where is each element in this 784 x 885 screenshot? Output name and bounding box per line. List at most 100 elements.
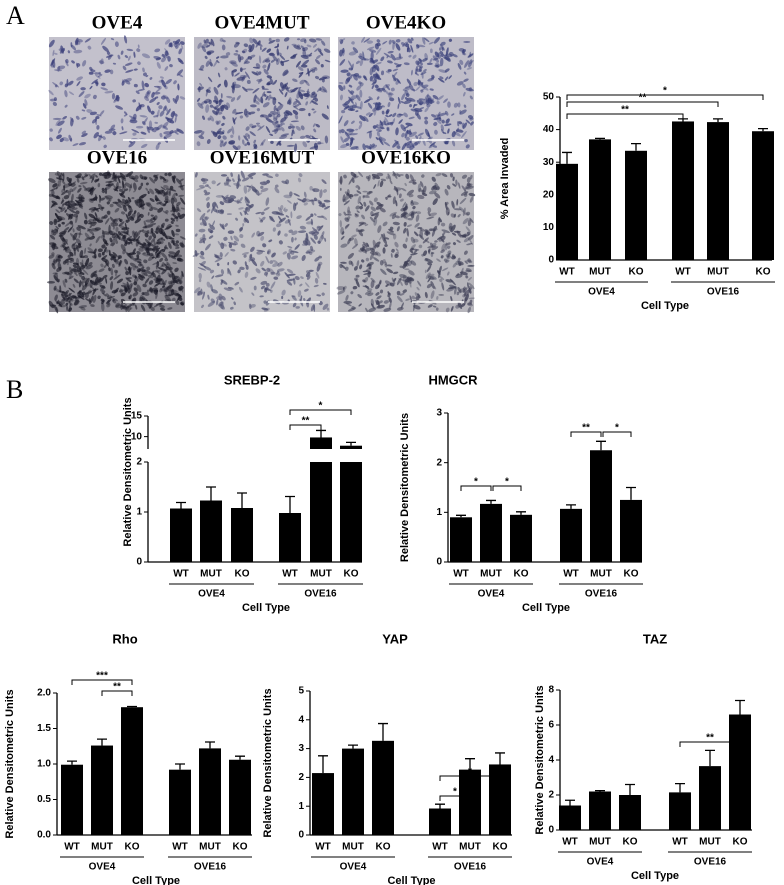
- cell: [53, 218, 58, 226]
- cell: [355, 184, 359, 188]
- cell: [420, 71, 427, 75]
- cell: [171, 212, 175, 216]
- cell: [49, 221, 54, 225]
- cell: [201, 304, 204, 309]
- cell: [346, 216, 351, 221]
- cell: [268, 39, 276, 44]
- cell: [375, 204, 384, 210]
- cell: [453, 102, 459, 108]
- cell: [117, 233, 123, 241]
- cell: [159, 288, 163, 293]
- cell: [384, 280, 392, 286]
- cell: [286, 280, 293, 286]
- cell: [403, 227, 407, 234]
- x-tick-label: MUT: [199, 842, 221, 853]
- error-bar: [713, 118, 723, 123]
- cell: [294, 202, 298, 206]
- cell: [291, 129, 294, 137]
- cell: [174, 250, 180, 258]
- cell: [362, 143, 366, 151]
- cell: [410, 236, 416, 244]
- cell: [467, 115, 474, 119]
- cell: [64, 246, 68, 252]
- cell: [404, 97, 409, 101]
- cell: [421, 253, 425, 257]
- cell: [97, 182, 101, 188]
- cell: [385, 110, 389, 115]
- cell: [362, 270, 369, 273]
- cell: [232, 108, 237, 114]
- group-label: OVE4: [588, 287, 615, 298]
- cell: [228, 241, 237, 246]
- cell: [287, 245, 293, 249]
- cell: [379, 120, 383, 126]
- error-bar: [316, 429, 326, 438]
- cell: [123, 173, 132, 178]
- cell: [66, 296, 71, 300]
- cell: [285, 179, 290, 185]
- cell: [100, 285, 105, 292]
- cell: [461, 130, 467, 139]
- cell: [456, 198, 459, 206]
- error-bar: [595, 789, 605, 792]
- x-axis-label: Cell Type: [631, 870, 679, 882]
- cell: [445, 53, 453, 57]
- cell: [155, 227, 160, 234]
- cell: [225, 196, 235, 202]
- group-label: OVE4: [198, 589, 225, 600]
- cell: [56, 170, 63, 179]
- micrograph: [48, 35, 186, 150]
- cell: [85, 265, 93, 270]
- cell: [343, 211, 347, 216]
- cell: [297, 290, 302, 298]
- x-tick-label: MUT: [480, 569, 502, 580]
- y-tick-label: 20: [543, 189, 555, 200]
- cell: [92, 294, 97, 303]
- cell: [371, 173, 381, 180]
- group-label: OVE16: [194, 862, 227, 873]
- cell: [52, 183, 58, 188]
- cell: [132, 266, 136, 271]
- cell: [461, 174, 468, 179]
- cell: [374, 84, 379, 89]
- cell: [131, 128, 140, 134]
- cell: [161, 224, 164, 228]
- cell: [245, 126, 250, 132]
- cell: [150, 227, 154, 234]
- cell: [260, 96, 264, 104]
- cell: [108, 267, 111, 272]
- cell: [403, 112, 408, 118]
- cell: [132, 230, 137, 236]
- cell: [246, 185, 252, 188]
- cell: [425, 128, 430, 137]
- cell: [128, 115, 137, 120]
- cell: [172, 240, 175, 246]
- cell: [118, 188, 124, 193]
- cell: [424, 120, 429, 125]
- bar: [619, 795, 641, 830]
- bar: [510, 514, 532, 562]
- cell: [233, 53, 239, 56]
- cell: [51, 58, 56, 66]
- cell: [338, 84, 344, 91]
- cell: [275, 272, 280, 277]
- cell: [106, 210, 111, 216]
- cell: [78, 230, 82, 239]
- cell: [406, 228, 409, 237]
- cell: [409, 104, 413, 108]
- cell: [400, 212, 409, 216]
- error-bar: [631, 142, 641, 151]
- cell: [304, 237, 308, 246]
- cell: [170, 197, 175, 205]
- cell: [89, 236, 96, 240]
- cell: [86, 187, 92, 192]
- cell: [415, 135, 419, 139]
- cell: [216, 120, 221, 126]
- cell: [90, 272, 95, 278]
- cell: [135, 125, 144, 129]
- cell: [138, 247, 144, 252]
- cell: [268, 268, 275, 274]
- cell: [136, 254, 140, 259]
- cell: [436, 100, 440, 105]
- cell: [459, 271, 468, 276]
